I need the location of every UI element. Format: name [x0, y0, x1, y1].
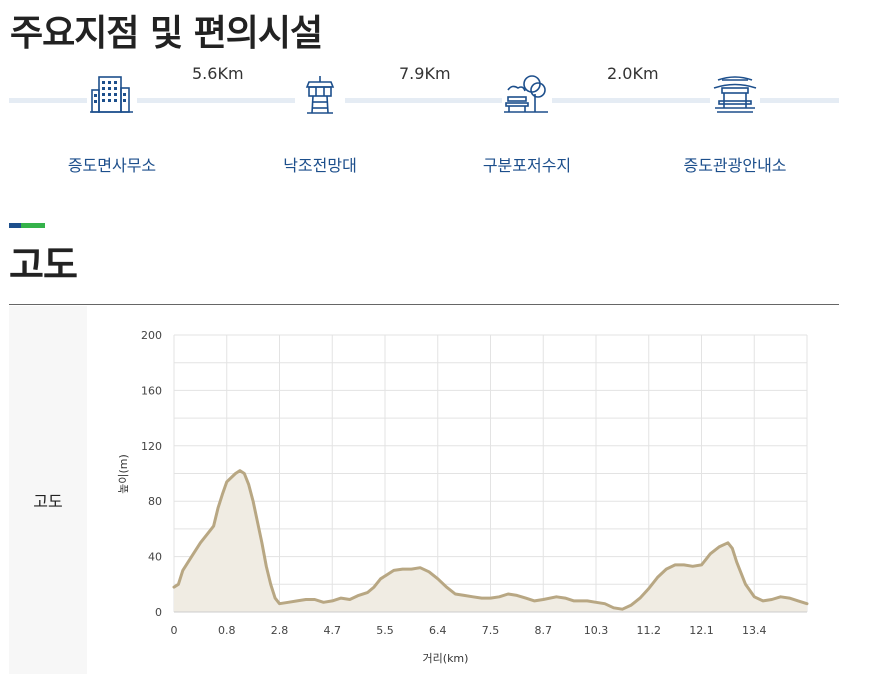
x-tick-label: 0 [171, 624, 178, 637]
poi-gubunpo-reservoir[interactable]: 구분포저수지 [447, 68, 607, 176]
accent-green [21, 223, 45, 228]
pavilion-icon [710, 68, 760, 118]
x-tick-label: 8.7 [535, 624, 553, 637]
altitude-chart: 0 40 80 120 160 200 0 0.8 2.8 4.7 5.5 6.4 7.5 8.7 10.… [117, 329, 809, 665]
x-axis-title: 거리(km) [423, 652, 469, 665]
x-tick-label: 7.5 [482, 624, 500, 637]
x-tick-label: 10.3 [584, 624, 609, 637]
heading-accent-bar [9, 223, 45, 228]
y-tick-labels: 0 40 80 120 160 200 [141, 329, 162, 619]
poi-label: 증도면사무소 [67, 156, 157, 175]
x-tick-labels: 0 0.8 2.8 4.7 5.5 6.4 7.5 8.7 10.3 11.2 12.1 13.4 [171, 624, 767, 637]
y-tick-label: 160 [141, 384, 162, 397]
heading-divider [9, 304, 839, 305]
x-tick-label: 12.1 [689, 624, 714, 637]
poi-label: 낙조전망대 [283, 156, 357, 175]
route-strip: 증도면사무소 낙조전망대 [9, 62, 839, 182]
x-tick-label: 2.8 [271, 624, 289, 637]
altitude-row-header: 고도 [9, 306, 87, 674]
y-tick-label: 80 [148, 495, 162, 508]
altitude-chart-container: 0 40 80 120 160 200 0 0.8 2.8 4.7 5.5 6.4 7.5 8.7 10.… [87, 306, 839, 674]
poi-label: 증도관광안내소 [683, 156, 787, 175]
x-tick-label: 13.4 [742, 624, 767, 637]
park-bench-icon [502, 68, 552, 118]
elevation-line [172, 469, 809, 611]
poi-sunset-observatory[interactable]: 낙조전망대 [240, 68, 400, 176]
x-tick-label: 11.2 [637, 624, 662, 637]
distance-label: 5.6Km [192, 64, 244, 83]
poi-jeungdo-office[interactable]: 증도면사무소 [32, 68, 192, 176]
altitude-row-label: 고도 [33, 492, 63, 511]
x-tick-label: 0.8 [218, 624, 236, 637]
y-axis-title: 높이(m) [117, 454, 130, 494]
x-tick-label: 5.5 [376, 624, 394, 637]
elevation-area [174, 470, 807, 612]
poi-label: 구분포저수지 [482, 156, 572, 175]
accent-blue [9, 223, 21, 228]
y-tick-label: 40 [148, 551, 162, 564]
observation-tower-icon [295, 68, 345, 118]
poi-tourist-info-center[interactable]: 증도관광안내소 [655, 68, 815, 176]
y-tick-label: 200 [141, 329, 162, 342]
y-tick-label: 0 [155, 606, 162, 619]
distance-label: 2.0Km [607, 64, 659, 83]
y-tick-label: 120 [141, 440, 162, 453]
x-tick-label: 4.7 [324, 624, 342, 637]
distance-label: 7.9Km [399, 64, 451, 83]
x-tick-label: 6.4 [429, 624, 447, 637]
route-line [9, 98, 839, 103]
office-building-icon [87, 68, 137, 118]
section-title: 주요지점 및 편의시설 [10, 13, 323, 54]
altitude-heading: 고도 [9, 243, 78, 287]
